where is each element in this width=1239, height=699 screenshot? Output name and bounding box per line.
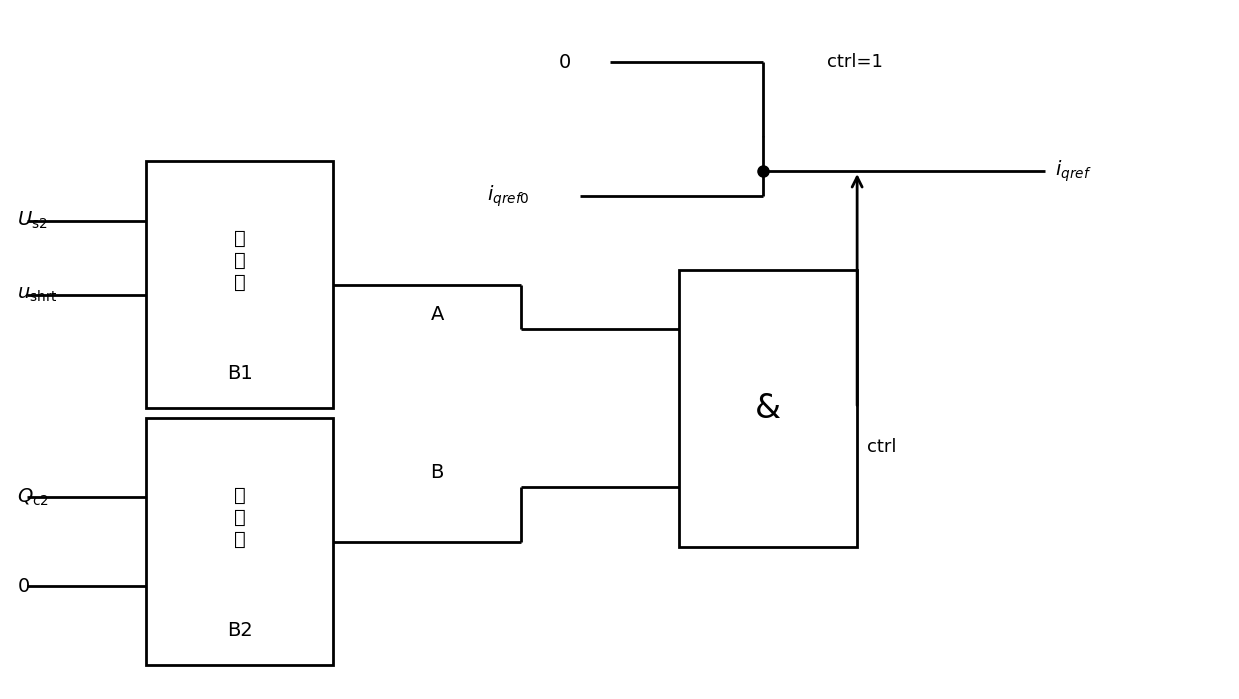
- Text: &: &: [756, 392, 782, 425]
- Text: ctrl: ctrl: [867, 438, 897, 456]
- Text: $0$: $0$: [17, 577, 30, 596]
- Text: A: A: [430, 305, 444, 324]
- Text: $0$: $0$: [558, 53, 571, 72]
- Bar: [679, 270, 857, 547]
- Bar: [146, 418, 333, 665]
- Text: B: B: [430, 463, 444, 482]
- Text: B1: B1: [227, 364, 253, 383]
- Text: $i_{qref0}$: $i_{qref0}$: [487, 183, 529, 208]
- Bar: [146, 161, 333, 408]
- Text: ctrl=1: ctrl=1: [828, 53, 883, 71]
- Text: $U_{\rm s2}$: $U_{\rm s2}$: [17, 210, 48, 231]
- Text: 比
较
器: 比 较 器: [234, 486, 245, 549]
- Text: $i_{qref}$: $i_{qref}$: [1054, 159, 1092, 184]
- Text: $Q_{\rm c2}$: $Q_{\rm c2}$: [17, 487, 50, 508]
- Text: B2: B2: [227, 621, 253, 640]
- Text: 比
较
器: 比 较 器: [234, 229, 245, 291]
- Text: $u_{\rm shrt}$: $u_{\rm shrt}$: [17, 285, 58, 304]
